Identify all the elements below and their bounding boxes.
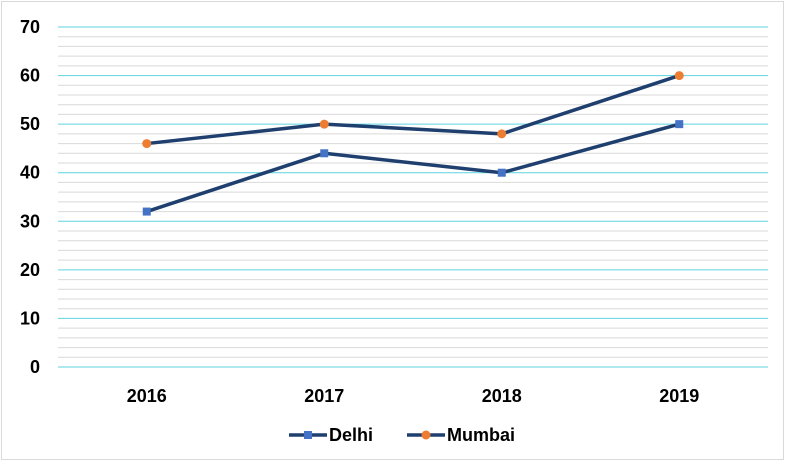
x-tick-label: 2019 [659,386,699,406]
data-point-delhi [497,168,506,177]
data-point-delhi [675,120,684,129]
data-point-delhi [142,207,151,216]
series-line-mumbai [146,73,680,146]
x-tick-label: 2018 [482,386,522,406]
legend-marker-mumbai [421,430,431,440]
y-tick-label: 10 [20,308,40,328]
data-point-mumbai [674,71,684,81]
data-point-delhi [320,149,329,158]
series-lines [142,71,684,216]
y-tick-label: 50 [20,114,40,134]
y-tick-label: 60 [20,66,40,86]
data-point-mumbai [142,139,152,149]
grid-lines [58,26,768,368]
legend-label-delhi: Delhi [329,425,373,445]
legend-marker-delhi [304,431,312,439]
x-tick-label: 2017 [304,386,344,406]
y-axis-ticks: 0 10 20 30 40 50 60 70 [20,17,40,377]
y-tick-label: 70 [20,17,40,37]
series-line-delhi [146,122,680,214]
y-tick-label: 30 [20,211,40,231]
x-tick-label: 2016 [127,386,167,406]
legend: Delhi Mumbai [289,425,515,445]
y-tick-label: 40 [20,163,40,183]
legend-label-mumbai: Mumbai [447,425,515,445]
data-point-mumbai [497,129,507,139]
y-tick-label: 20 [20,260,40,280]
data-point-mumbai [319,119,329,129]
y-tick-label: 0 [30,357,40,377]
x-axis-ticks: 2016 2017 2018 2019 [127,386,700,406]
